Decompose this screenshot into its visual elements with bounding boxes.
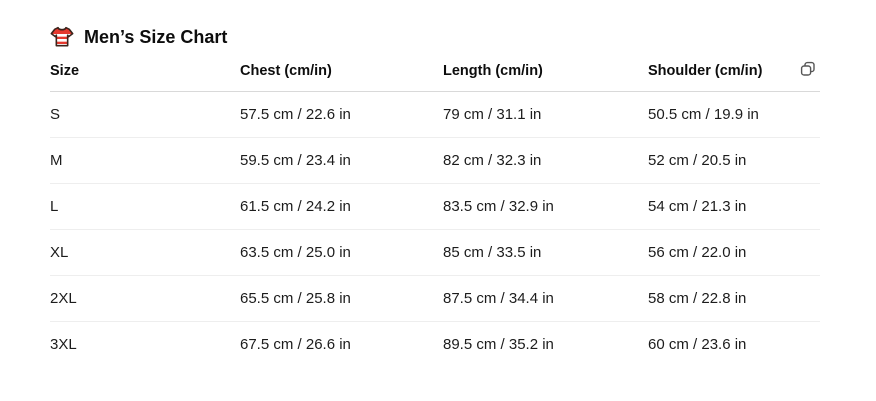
cell-size: XL [50,244,69,261]
copy-table-button[interactable] [798,59,818,79]
cell-length: 83.5 cm / 32.9 in [443,198,554,215]
cell-chest: 65.5 cm / 25.8 in [240,290,351,307]
page-title: Men’s Size Chart [84,27,228,47]
cell-chest: 67.5 cm / 26.6 in [240,336,351,353]
cell-size: 2XL [50,290,77,307]
table-row: S 57.5 cm / 22.6 in 79 cm / 31.1 in 50.5… [50,92,820,138]
cell-length: 87.5 cm / 34.4 in [443,290,554,307]
cell-shoulder: 50.5 cm / 19.9 in [648,106,759,123]
size-table: Size Chest (cm/in) Length (cm/in) Should… [50,56,820,367]
table-row: L 61.5 cm / 24.2 in 83.5 cm / 32.9 in 54… [50,184,820,230]
cell-chest: 63.5 cm / 25.0 in [240,244,351,261]
cell-size: S [50,106,61,123]
cell-chest: 61.5 cm / 24.2 in [240,198,351,215]
cell-chest: 57.5 cm / 22.6 in [240,106,351,123]
cell-shoulder: 54 cm / 21.3 in [648,198,747,215]
table-row: M 59.5 cm / 23.4 in 82 cm / 32.3 in 52 c… [50,138,820,184]
cell-shoulder: 60 cm / 23.6 in [648,336,747,353]
table-row: 3XL 67.5 cm / 26.6 in 89.5 cm / 35.2 in … [50,322,820,367]
column-header-size: Size [50,63,80,79]
cell-shoulder: 52 cm / 20.5 in [648,152,747,169]
title-row: Men’s Size Chart [50,22,876,52]
column-header-shoulder: Shoulder (cm/in) [648,63,763,79]
cell-length: 79 cm / 31.1 in [443,106,542,123]
cell-chest: 59.5 cm / 23.4 in [240,152,351,169]
cell-length: 82 cm / 32.3 in [443,152,542,169]
column-header-chest: Chest (cm/in) [240,63,332,79]
cell-size: M [50,152,63,169]
content-area: Men’s Size Chart Size Chest (cm/in) Leng… [50,22,876,367]
table-row: 2XL 65.5 cm / 25.8 in 87.5 cm / 34.4 in … [50,276,820,322]
cell-length: 85 cm / 33.5 in [443,244,542,261]
tshirt-icon [50,26,74,47]
cell-length: 89.5 cm / 35.2 in [443,336,554,353]
cell-size: L [50,198,59,215]
table-row: XL 63.5 cm / 25.0 in 85 cm / 33.5 in 56 … [50,230,820,276]
cell-shoulder: 58 cm / 22.8 in [648,290,747,307]
table-header-row: Size Chest (cm/in) Length (cm/in) Should… [50,56,820,92]
cell-shoulder: 56 cm / 22.0 in [648,244,747,261]
column-header-length: Length (cm/in) [443,63,543,79]
cell-size: 3XL [50,336,77,353]
copy-icon [800,61,815,76]
